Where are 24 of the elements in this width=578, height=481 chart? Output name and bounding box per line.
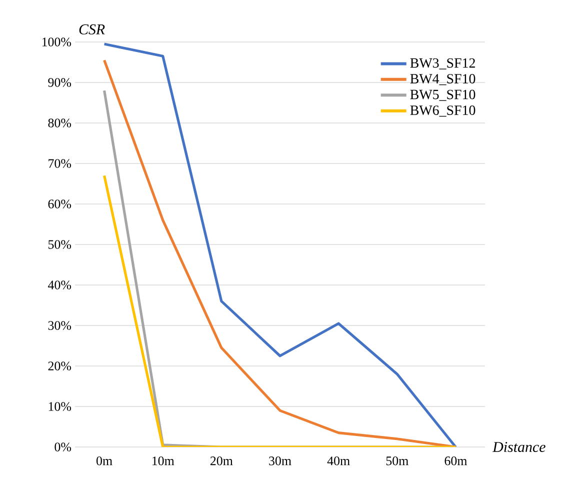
y-tick-label: 60% — [48, 200, 72, 208]
x-axis-title: Distance — [492, 442, 546, 452]
y-tick-label: 0% — [54, 442, 72, 452]
legend-label: BW3_SF12 — [410, 58, 475, 70]
y-axis-title: CSR — [79, 24, 105, 34]
y-tick-label: 70% — [48, 159, 72, 168]
legend-label: BW5_SF10 — [410, 90, 476, 101]
x-tick-label: 30m — [269, 456, 292, 466]
y-tick-label: 20% — [48, 362, 72, 370]
y-tick-label: 30% — [48, 321, 72, 330]
x-tick-label: 10m — [152, 456, 174, 466]
x-tick-label: 20m — [210, 456, 233, 466]
y-tick-label: 10% — [48, 402, 72, 411]
x-tick-label: 0m — [96, 456, 112, 466]
x-tick-label: 50m — [386, 456, 408, 466]
y-tick-label: 50% — [48, 240, 72, 249]
legend-label: BW4_SF10 — [410, 74, 476, 86]
legend-label: BW6_SF10 — [410, 106, 476, 117]
x-tick-label: 60m — [444, 456, 468, 466]
y-tick-label: 100% — [42, 38, 72, 46]
x-tick-label: 40m — [327, 456, 350, 466]
y-tick-label: 80% — [48, 118, 72, 128]
y-tick-label: 90% — [48, 78, 72, 87]
y-tick-label: 40% — [48, 280, 72, 290]
